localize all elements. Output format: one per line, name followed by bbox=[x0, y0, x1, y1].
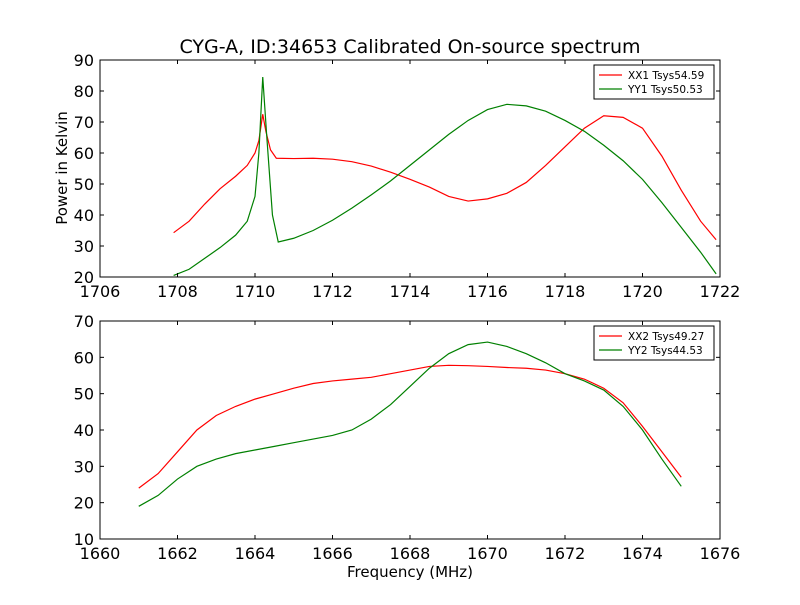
bottom-y-tick-label: 60 bbox=[74, 348, 94, 367]
bottom-y-tick-label: 40 bbox=[74, 421, 94, 440]
top-y-tick-label: 60 bbox=[74, 144, 94, 163]
bottom-x-tick-label: 1666 bbox=[312, 544, 353, 563]
bottom-y-tick-label: 70 bbox=[74, 312, 94, 331]
top-x-tick-label: 1710 bbox=[235, 282, 276, 301]
bottom-y-tick-label: 30 bbox=[74, 457, 94, 476]
bottom-series-line-0 bbox=[138, 364, 682, 489]
top-x-tick-label: 1712 bbox=[312, 282, 353, 301]
bottom-x-tick-label: 1676 bbox=[700, 544, 741, 563]
bottom-y-tick-label: 10 bbox=[74, 530, 94, 549]
figure-title: CYG-A, ID:34653 Calibrated On-source spe… bbox=[179, 36, 640, 58]
top-y-tick-label: 80 bbox=[74, 82, 94, 101]
bottom-x-tick-label: 1662 bbox=[157, 544, 198, 563]
bottom-x-tick-label: 1664 bbox=[235, 544, 276, 563]
bottom-x-tick-label: 1670 bbox=[467, 544, 508, 563]
top-y-tick-label: 20 bbox=[74, 268, 94, 287]
top-y-tick-label: 30 bbox=[74, 237, 94, 256]
top-y-tick-label: 90 bbox=[74, 51, 94, 70]
top-x-tick-label: 1718 bbox=[545, 282, 586, 301]
bottom-series-line-1 bbox=[138, 341, 682, 507]
x-axis-label: Frequency (MHz) bbox=[347, 563, 473, 581]
top-y-tick-label: 50 bbox=[74, 175, 94, 194]
top-subplot: 1706 1708 1710 1712 1714 1716 1718 1720 1722 20 30… bbox=[74, 51, 741, 301]
top-x-tick-label: 1714 bbox=[390, 282, 431, 301]
top-x-tick-label: 1720 bbox=[622, 282, 663, 301]
bottom-subplot: 1660 1662 1664 1666 1668 1670 1672 1674 1676 10 20… bbox=[74, 312, 741, 563]
top-x-tick-label: 1706 bbox=[80, 282, 121, 301]
bottom-y-tick-label: 20 bbox=[74, 494, 94, 513]
bottom-x-tick-label: 1672 bbox=[545, 544, 586, 563]
top-y-tick-label: 40 bbox=[74, 206, 94, 225]
bottom-x-tick-label: 1660 bbox=[80, 544, 121, 563]
bottom-legend-entry-1: YY2 Tsys44.53 bbox=[627, 345, 703, 357]
top-series-line-1 bbox=[173, 77, 717, 277]
top-legend-entry-1: YY1 Tsys50.53 bbox=[627, 84, 703, 96]
top-x-tick-label: 1722 bbox=[700, 282, 741, 301]
top-y-tick-label: 70 bbox=[74, 113, 94, 132]
bottom-x-tick-label: 1668 bbox=[390, 544, 431, 563]
top-legend-entry-0: XX1 Tsys54.59 bbox=[628, 70, 704, 82]
bottom-x-tick-label: 1674 bbox=[622, 544, 663, 563]
top-series-line-0 bbox=[173, 114, 717, 241]
bottom-legend-entry-0: XX2 Tsys49.27 bbox=[628, 331, 704, 343]
top-x-tick-label: 1716 bbox=[467, 282, 508, 301]
bottom-legend bbox=[593, 325, 715, 361]
y-axis-label: Power in Kelvin bbox=[53, 111, 71, 225]
bottom-y-tick-label: 50 bbox=[74, 385, 94, 404]
top-x-tick-label: 1708 bbox=[157, 282, 198, 301]
top-legend bbox=[593, 64, 715, 100]
